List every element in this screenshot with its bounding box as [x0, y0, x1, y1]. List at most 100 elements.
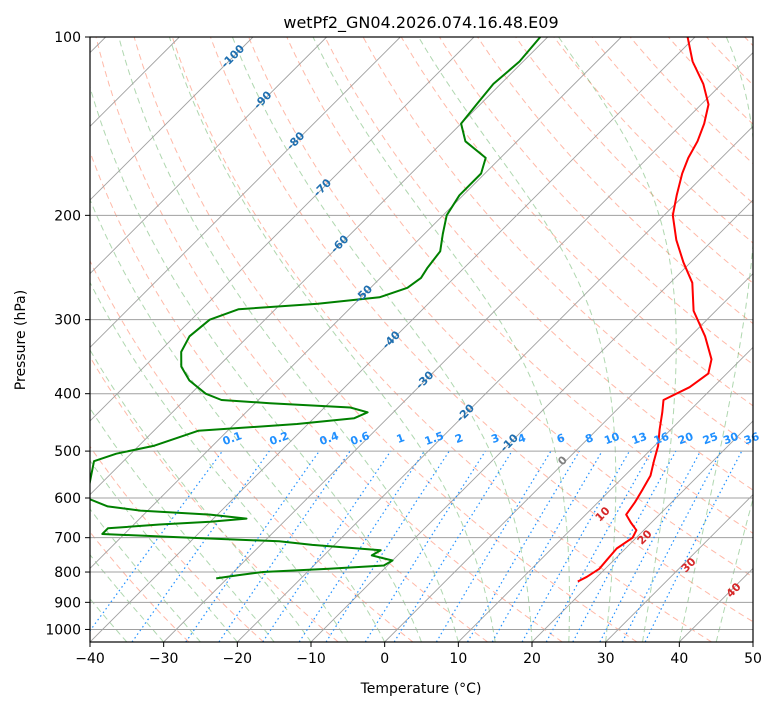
mixing-ratio-label: 0.1 — [221, 429, 244, 448]
dry-adiabat-line — [478, 37, 775, 642]
x-tick-label: −40 — [75, 651, 105, 667]
x-tick-label: −20 — [223, 651, 253, 667]
dry-adiabat-line — [211, 37, 775, 642]
chart-title: wetPf2_GN04.2026.074.16.48.E09 — [283, 13, 558, 33]
isotherm-line — [0, 37, 253, 642]
dry-adiabat-line — [516, 37, 775, 642]
dry-adiabat-line — [96, 37, 562, 642]
y-tick-label: 800 — [54, 565, 81, 581]
mixing-ratio-line — [600, 451, 701, 642]
moist-adiabat-line — [169, 37, 495, 642]
dry-adiabat-line — [439, 37, 775, 642]
mixing-ratio-line — [394, 451, 512, 642]
isotherm-line — [237, 37, 775, 642]
mixing-ratio-line — [546, 451, 651, 642]
isotherm-line — [0, 37, 474, 642]
x-tick-label: 30 — [597, 651, 615, 667]
moist-adiabat-line — [42, 37, 385, 642]
mixing-ratio-line — [573, 451, 676, 642]
x-tick-label: 50 — [744, 651, 762, 667]
mixing-ratio-label: 20 — [676, 430, 695, 448]
y-tick-label: 600 — [54, 491, 81, 507]
moist-adiabat-label: 20 — [635, 527, 655, 547]
isotherm-label: -40 — [380, 328, 403, 351]
moist-adiabat-line — [0, 37, 274, 642]
moist-adiabat-line — [0, 37, 201, 642]
moist-adiabat-line — [12, 37, 348, 642]
moist-adiabat-line — [419, 37, 616, 642]
dry-adiabat-line — [745, 37, 775, 642]
mixing-ratio-line — [132, 451, 269, 642]
dry-adiabat-line — [20, 37, 413, 642]
mixing-ratio-label: 0.4 — [318, 429, 341, 448]
isotherm-label: -80 — [284, 129, 307, 152]
moist-adiabat-label: 10 — [593, 504, 613, 524]
isotherm-line — [385, 37, 775, 642]
isotherm-label: -60 — [328, 232, 351, 255]
moist-adiabat-line — [716, 37, 775, 642]
moist-adiabat-label: 0 — [555, 453, 570, 468]
isotherm-line — [606, 37, 775, 642]
plot-frame — [90, 37, 753, 642]
x-axis-title: Temperature (°C) — [360, 681, 482, 697]
dry-adiabat-line — [707, 37, 775, 642]
moist-adiabat-line — [77, 37, 421, 642]
mixing-ratio-label: 1 — [395, 431, 407, 446]
isotherm-label: -20 — [454, 401, 477, 424]
dry-adiabat-line — [0, 37, 264, 642]
isotherm-line — [679, 37, 775, 642]
y-tick-label: 900 — [54, 595, 81, 611]
moist-adiabat-line — [679, 37, 755, 642]
moist-adiabat-line — [0, 37, 237, 642]
isotherm-line — [164, 37, 769, 642]
mixing-ratio-label: 3 — [489, 431, 501, 446]
y-axis-title: Pressure (hPa) — [13, 290, 29, 390]
isotherm-line — [0, 37, 548, 642]
mixing-ratio-line — [299, 451, 424, 642]
y-tick-label: 300 — [54, 313, 81, 329]
dry-adiabat-line — [668, 37, 775, 642]
dry-adiabat-line — [592, 37, 775, 642]
x-tick-label: 0 — [380, 651, 389, 667]
isotherm-label: -70 — [311, 176, 334, 199]
y-tick-label: 1000 — [45, 622, 81, 638]
moist-adiabat-line — [559, 37, 677, 642]
mixing-ratio-line — [645, 451, 742, 642]
mixing-ratio-label: 2 — [453, 431, 465, 446]
mixing-ratio-label: 0.6 — [349, 429, 372, 448]
moist-adiabat-label: 40 — [724, 580, 744, 600]
mixing-ratio-label: 25 — [701, 430, 720, 447]
mixing-ratio-line — [468, 451, 580, 642]
moist-adiabat-line — [0, 37, 311, 642]
mixing-ratio-label: 4 — [516, 431, 528, 446]
y-tick-label: 700 — [54, 531, 81, 547]
temperature-profile-line — [578, 37, 712, 582]
isotherm-label: -50 — [352, 282, 375, 305]
mixing-ratio-label: 30 — [721, 430, 740, 448]
isotherm-line — [0, 37, 400, 642]
y-tick-label: 400 — [54, 387, 81, 403]
x-tick-label: 20 — [523, 651, 541, 667]
mixing-ratio-label: 1.5 — [423, 429, 446, 448]
y-tick-label: 500 — [54, 444, 81, 460]
dry-adiabat-line — [58, 37, 488, 642]
moist-adiabat-line — [119, 37, 459, 642]
mixing-ratio-label: 13 — [630, 430, 649, 447]
isotherm-line — [753, 37, 775, 642]
mixing-ratio-line — [82, 451, 223, 642]
dry-adiabat-line — [554, 37, 775, 642]
isotherm-label: -30 — [413, 368, 436, 391]
x-tick-label: 10 — [449, 651, 467, 667]
dry-adiabat-line — [0, 37, 338, 642]
x-tick-label: −30 — [149, 651, 179, 667]
mixing-ratio-label: 10 — [603, 430, 622, 448]
mixing-ratio-label: 36 — [742, 430, 761, 448]
x-tick-label: −10 — [296, 651, 326, 667]
isotherm-line — [16, 37, 621, 642]
mixing-ratio-label: 6 — [555, 431, 567, 446]
isotherm-label: -90 — [251, 88, 274, 111]
mixing-ratio-line — [365, 451, 485, 642]
x-tick-label: 40 — [670, 651, 688, 667]
